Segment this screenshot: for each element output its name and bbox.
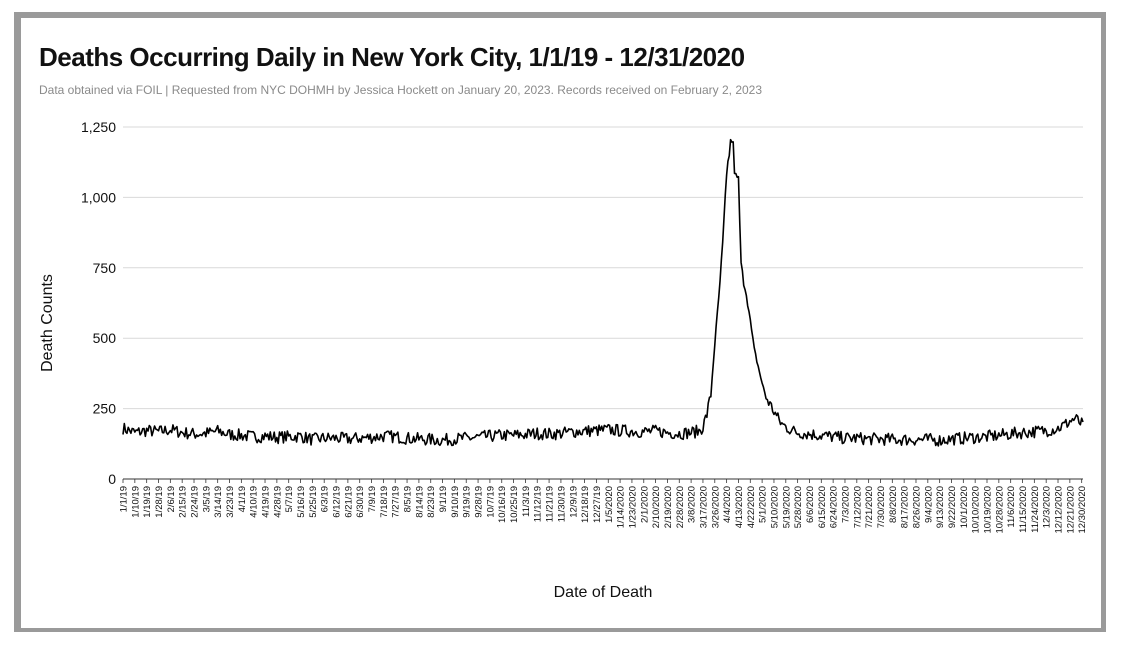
x-tick-label: 1/14/2020 <box>616 486 627 528</box>
x-tick-label: 1/28/19 <box>154 486 165 518</box>
y-tick-labels: 0 250 500 750 1,000 1,250 <box>81 119 116 487</box>
x-tick-label: 7/30/2020 <box>876 486 887 528</box>
x-tick-label: 4/19/19 <box>261 486 272 518</box>
chart-subtitle: Data obtained via FOIL | Requested from … <box>39 83 763 97</box>
x-tick-label: 7/18/19 <box>379 486 390 518</box>
x-tick-label: 3/17/2020 <box>698 486 709 528</box>
x-tick-label: 5/1/2020 <box>758 486 769 523</box>
x-tick-label: 9/19/19 <box>462 486 473 518</box>
y-tick-label: 750 <box>93 260 117 276</box>
x-tick-label: 8/17/2020 <box>900 486 911 528</box>
x-tick-label: 1/19/19 <box>142 486 153 518</box>
x-tick-label: 10/16/19 <box>497 486 508 523</box>
x-tick-label: 8/14/19 <box>414 486 425 518</box>
x-tick-label: 5/25/19 <box>308 486 319 518</box>
x-tick-label: 6/6/2020 <box>805 486 816 523</box>
x-tick-label: 11/3/19 <box>521 486 532 517</box>
x-tick-label: 4/1/19 <box>237 486 248 512</box>
x-tick-label: 3/8/2020 <box>687 486 698 523</box>
x-tick-label: 10/1/2020 <box>959 486 970 528</box>
x-tick-label: 11/24/2020 <box>1030 486 1041 533</box>
x-tick-label: 8/23/19 <box>426 486 437 518</box>
x-tick-label: 9/1/19 <box>438 486 449 512</box>
x-tick-label: 1/23/2020 <box>627 486 638 528</box>
x-tick-label: 9/10/19 <box>450 486 461 518</box>
x-tick-label: 2/19/2020 <box>663 486 674 528</box>
x-tick-label: 8/26/2020 <box>911 486 922 528</box>
x-tick-label: 5/10/2020 <box>769 486 780 528</box>
y-tick-label: 0 <box>108 471 116 487</box>
x-tick-label: 12/12/2020 <box>1054 486 1065 534</box>
death-count-line <box>122 138 1084 447</box>
x-tick-label: 9/4/2020 <box>923 486 934 523</box>
x-tick-label: 12/30/2020 <box>1077 486 1088 534</box>
x-tick-marks <box>122 479 1083 483</box>
x-tick-label: 2/15/19 <box>178 486 189 518</box>
y-tick-label: 1,000 <box>81 189 116 205</box>
x-tick-label: 12/18/19 <box>580 486 591 523</box>
x-tick-label: 10/25/19 <box>509 486 520 523</box>
x-tick-label: 10/10/2020 <box>971 486 982 534</box>
y-tick-label: 250 <box>93 401 117 417</box>
x-tick-label: 3/5/19 <box>201 486 212 512</box>
x-tick-label: 2/28/2020 <box>675 486 686 528</box>
chart-card <box>21 18 1101 628</box>
x-tick-label: 6/3/19 <box>320 486 331 512</box>
x-tick-label: 5/28/2020 <box>793 486 804 528</box>
x-tick-label: 3/26/2020 <box>710 486 721 528</box>
x-tick-label: 3/23/19 <box>225 486 236 518</box>
x-tick-label: 3/14/19 <box>213 486 224 518</box>
x-tick-label: 11/21/19 <box>545 486 556 522</box>
x-axis-title: Date of Death <box>554 584 653 601</box>
x-tick-labels: 1/1/19 1/10/19 1/19/19 1/28/19 2/6/19 2/15/19… <box>119 486 1089 534</box>
x-tick-label: 6/21/19 <box>343 486 354 518</box>
x-tick-label: 7/12/2020 <box>852 486 863 528</box>
x-tick-label: 9/28/19 <box>474 486 485 518</box>
x-tick-label: 12/9/19 <box>568 486 579 518</box>
x-tick-label: 6/12/19 <box>332 486 343 518</box>
y-tick-label: 500 <box>93 330 117 346</box>
x-tick-label: 4/22/2020 <box>746 486 757 528</box>
x-tick-label: 2/10/2020 <box>651 486 662 528</box>
x-tick-label: 7/21/2020 <box>864 486 875 528</box>
x-tick-label: 11/30/19 <box>556 486 567 522</box>
x-tick-label: 4/10/19 <box>249 486 260 518</box>
x-tick-label: 7/27/19 <box>391 486 402 518</box>
x-tick-label: 8/5/19 <box>403 486 414 512</box>
x-tick-label: 4/28/19 <box>272 486 283 518</box>
x-tick-label: 5/16/19 <box>296 486 307 518</box>
x-tick-label: 1/10/19 <box>130 486 141 518</box>
x-tick-label: 9/13/2020 <box>935 486 946 528</box>
x-tick-label: 2/6/19 <box>166 486 177 512</box>
x-tick-label: 7/9/19 <box>367 486 378 512</box>
y-tick-label: 1,250 <box>81 119 116 135</box>
y-axis-title: Death Counts <box>39 274 56 372</box>
x-tick-label: 5/7/19 <box>284 486 295 512</box>
x-tick-label: 10/28/2020 <box>994 486 1005 534</box>
x-tick-label: 1/5/2020 <box>604 486 615 523</box>
x-tick-label: 11/12/19 <box>533 486 544 522</box>
x-tick-label: 12/21/2020 <box>1065 486 1076 534</box>
x-tick-label: 10/19/2020 <box>983 486 994 534</box>
x-tick-label: 12/3/2020 <box>1042 486 1053 528</box>
x-tick-label: 8/8/2020 <box>888 486 899 523</box>
x-tick-label: 9/22/2020 <box>947 486 958 528</box>
x-tick-label: 7/3/2020 <box>840 486 851 523</box>
x-tick-label: 2/24/19 <box>190 486 201 518</box>
x-tick-label: 6/24/2020 <box>829 486 840 528</box>
x-tick-label: 11/6/2020 <box>1006 486 1017 528</box>
x-tick-label: 4/4/2020 <box>722 486 733 523</box>
x-tick-label: 10/7/19 <box>485 486 496 518</box>
gridlines <box>123 126 1083 410</box>
x-tick-label: 6/15/2020 <box>817 486 828 528</box>
x-tick-label: 6/30/19 <box>355 486 366 518</box>
chart-title: Deaths Occurring Daily in New York City,… <box>39 42 745 72</box>
x-tick-label: 11/15/2020 <box>1018 486 1029 533</box>
x-tick-label: 5/19/2020 <box>781 486 792 528</box>
x-tick-label: 12/27/19 <box>592 486 603 523</box>
x-tick-label: 4/13/2020 <box>734 486 745 528</box>
x-tick-label: 2/1/2020 <box>639 486 650 523</box>
x-tick-label: 1/1/19 <box>119 486 130 512</box>
